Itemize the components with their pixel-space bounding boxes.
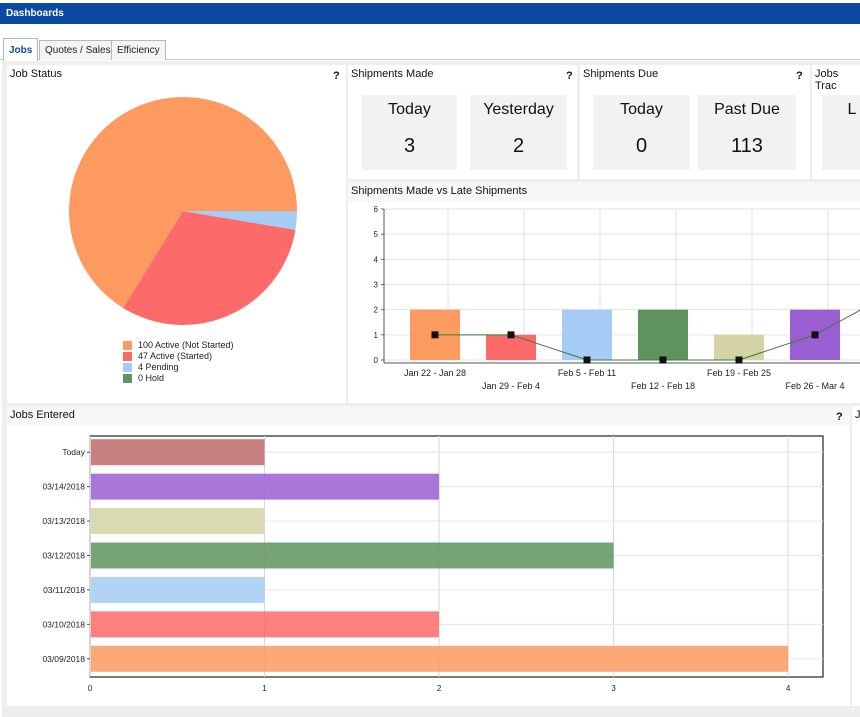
line-point bbox=[659, 356, 667, 364]
kpi-value: 0 bbox=[635, 135, 648, 157]
y-tick-label: 1 bbox=[374, 331, 379, 340]
kpi-label: L bbox=[847, 101, 857, 118]
bar bbox=[562, 309, 612, 360]
y-tick-label: 03/13/2018 bbox=[42, 516, 85, 526]
y-tick-label: 4 bbox=[374, 255, 379, 264]
x-tick-label: 0 bbox=[88, 684, 93, 693]
panel-title: Shipments Due bbox=[583, 68, 659, 80]
y-tick-label: 2 bbox=[374, 306, 379, 315]
line-point bbox=[811, 331, 819, 339]
legend-label: 0 Hold bbox=[138, 373, 165, 383]
legend-label: 47 Active (Started) bbox=[138, 351, 213, 361]
kpi-label: Today bbox=[620, 101, 663, 118]
legend-label: 4 Pending bbox=[138, 362, 179, 372]
panel-title: Jo bbox=[855, 409, 860, 421]
bar bbox=[91, 508, 265, 535]
pie-slice bbox=[183, 211, 297, 230]
help-icon[interactable]: ? bbox=[333, 70, 340, 82]
panel-title: Shipments Made vs Late Shipments bbox=[351, 185, 528, 197]
line-point bbox=[431, 331, 439, 339]
y-tick-label: Today bbox=[62, 447, 85, 457]
shipments-vs-late-panel: Shipments Made vs Late Shipments 0 1 2 3 4 5 6… bbox=[348, 182, 860, 403]
kpi-label: Yesterday bbox=[483, 101, 554, 118]
panel-header bbox=[348, 182, 860, 202]
bar bbox=[714, 334, 764, 360]
panel-header bbox=[7, 406, 850, 426]
panel-title: Jobs Entered bbox=[10, 409, 75, 421]
line-point bbox=[735, 356, 743, 364]
bar bbox=[91, 542, 614, 569]
jobs-entered-panel: Jobs Entered ? 0 1 2 3 4 Today 03/14/2018 03/13… bbox=[7, 406, 850, 706]
y-tick-label: 5 bbox=[374, 230, 379, 239]
y-tick-label: 03/09/2018 bbox=[42, 654, 85, 664]
kpi-today: Today 3 bbox=[362, 95, 457, 170]
legend-swatch bbox=[123, 341, 132, 350]
kpi-today: Today 0 bbox=[593, 95, 690, 170]
y-tick-label: 03/11/2018 bbox=[43, 585, 85, 595]
kpi-yesterday: Yesterday 2 bbox=[470, 95, 567, 170]
bar bbox=[91, 439, 265, 466]
tab-jobs[interactable]: Jobs bbox=[3, 38, 39, 61]
shipments-made-panel: Shipments Made ? Today 3 Yesterday 2 bbox=[348, 65, 577, 179]
app-title: Dashboards bbox=[6, 8, 64, 19]
kpi-value: 3 bbox=[403, 135, 416, 157]
y-tick-label: 0 bbox=[374, 356, 379, 365]
window-title-bar: Dashboards bbox=[0, 3, 860, 24]
kpi-value: 113 bbox=[731, 135, 763, 157]
legend-swatch bbox=[123, 363, 132, 372]
jobs-tracking-panel: Jobs Trac L bbox=[812, 65, 860, 179]
legend-label: 100 Active (Not Started) bbox=[138, 340, 234, 350]
kpi-partial: L bbox=[822, 95, 860, 170]
x-tick-label: Feb 19 - Feb 25 bbox=[707, 368, 771, 378]
panel-title: Shipments Made bbox=[351, 68, 434, 80]
shipments-combo-chart: 0 1 2 3 4 5 6 Jan 22 - Jan 28 Jan 29 - Feb 4 Feb … bbox=[374, 205, 860, 391]
job-status-pie-chart bbox=[69, 97, 298, 326]
x-tick-label: Jan 29 - Feb 4 bbox=[482, 381, 540, 391]
x-tick-label: Feb 26 - Mar 4 bbox=[785, 381, 844, 391]
help-icon[interactable]: ? bbox=[796, 70, 803, 82]
panel-title: Job Status bbox=[10, 68, 62, 80]
y-tick-label: 03/12/2018 bbox=[42, 551, 85, 561]
kpi-value: 2 bbox=[512, 135, 525, 157]
panel-title: Jobs Trac bbox=[815, 68, 839, 92]
job-status-panel: Job Status ? 100 Active (Not Started) 47… bbox=[7, 65, 346, 403]
kpi-label: Today bbox=[388, 101, 431, 118]
bar bbox=[91, 576, 265, 603]
right-cut-panel: Jo bbox=[852, 406, 860, 706]
help-icon[interactable]: ? bbox=[836, 411, 843, 423]
x-tick-label: 4 bbox=[786, 684, 791, 693]
kpi-label: Past Due bbox=[714, 101, 780, 118]
bar bbox=[91, 473, 440, 500]
x-tick-label: 1 bbox=[262, 684, 267, 693]
x-tick-label: Feb 12 - Feb 18 bbox=[631, 381, 695, 391]
dashboard-content: Job Status ? 100 Active (Not Started) 47… bbox=[2, 61, 860, 717]
tab-efficiency[interactable]: Efficiency bbox=[111, 40, 166, 60]
shipments-due-panel: Shipments Due ? Today 0 Past Due 113 bbox=[580, 65, 810, 179]
help-icon[interactable]: ? bbox=[566, 70, 573, 82]
y-tick-label: 6 bbox=[374, 205, 379, 214]
legend-swatch bbox=[123, 352, 132, 361]
x-tick-label: Jan 22 - Jan 28 bbox=[404, 368, 466, 378]
pie-slice bbox=[123, 211, 296, 326]
x-tick-label: Feb 5 - Feb 11 bbox=[558, 368, 616, 378]
x-tick-label: 3 bbox=[611, 684, 616, 693]
line-point bbox=[507, 331, 515, 339]
tab-bar: Jobs Quotes / Sales Efficiency bbox=[0, 38, 860, 61]
tab-quotes-sales[interactable]: Quotes / Sales bbox=[39, 40, 117, 60]
bar bbox=[91, 645, 789, 672]
kpi-past-due: Past Due 113 bbox=[698, 95, 796, 170]
y-tick-label: 03/14/2018 bbox=[42, 482, 85, 492]
x-tick-label: 2 bbox=[437, 684, 442, 693]
y-tick-label: 3 bbox=[374, 281, 379, 290]
bar bbox=[91, 611, 440, 638]
jobs-entered-bar-chart: 0 1 2 3 4 Today 03/14/2018 03/13/2018 03/12/2018… bbox=[42, 435, 824, 693]
legend-swatch bbox=[123, 374, 132, 383]
bar bbox=[486, 334, 536, 360]
bar bbox=[638, 309, 688, 360]
line-point bbox=[583, 356, 591, 364]
y-tick-label: 03/10/2018 bbox=[42, 619, 85, 629]
pie-slice bbox=[69, 97, 298, 309]
